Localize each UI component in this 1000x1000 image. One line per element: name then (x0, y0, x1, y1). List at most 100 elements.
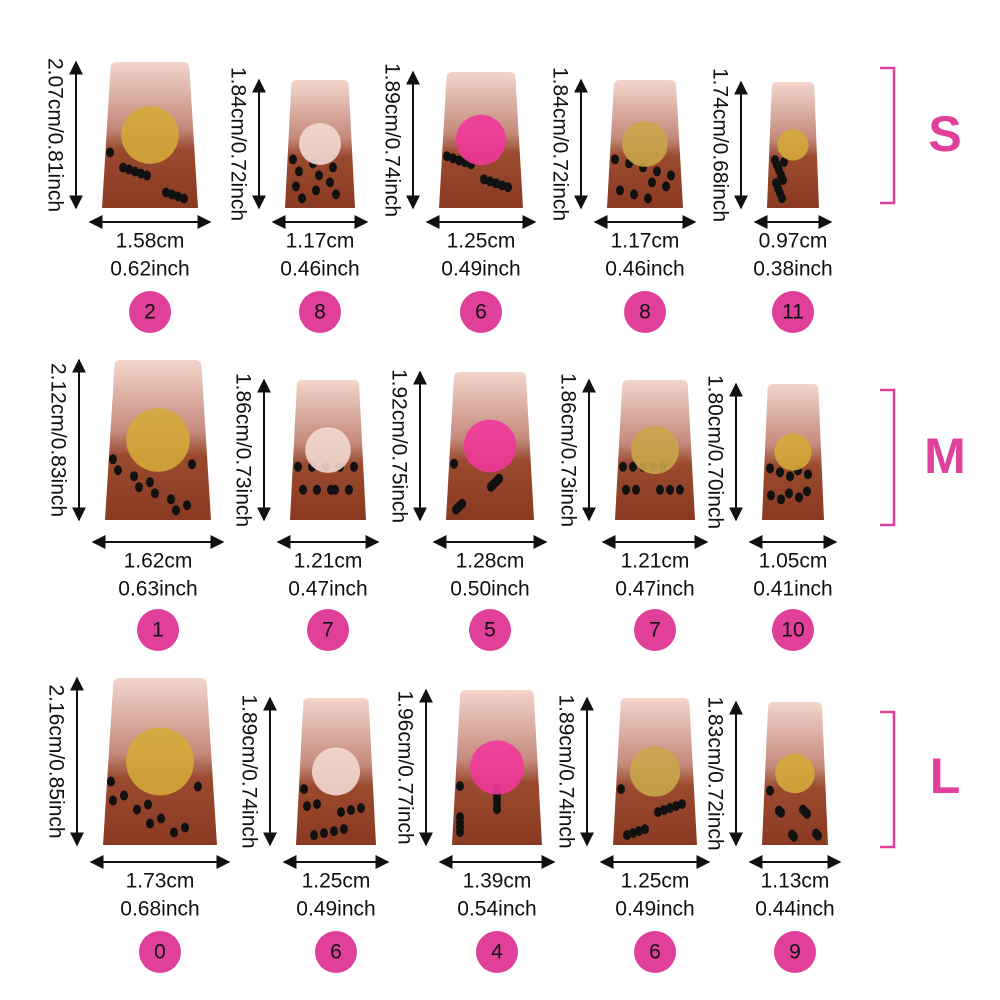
size-bracket (880, 710, 896, 849)
leopard-spot (332, 189, 340, 200)
size-bracket (880, 388, 896, 527)
leopard-spot (119, 162, 127, 173)
leopard-spot (312, 185, 320, 196)
nail-number: 9 (789, 941, 801, 964)
nail (452, 690, 542, 845)
decoration (622, 121, 668, 167)
nail-number: 6 (649, 941, 661, 964)
leopard-spot (458, 498, 466, 509)
leopard-spot (780, 157, 788, 168)
leopard-spot (137, 168, 145, 179)
leopard-spot (617, 784, 625, 795)
width-inch: 0.41inch (753, 578, 832, 601)
width-inch: 0.54inch (457, 898, 536, 921)
nail (767, 82, 819, 208)
number-badge (634, 609, 676, 651)
height-label: 1.96cm/0.77inch (393, 690, 416, 844)
height-label: 1.74cm/0.68inch (708, 68, 731, 222)
nail-number: 7 (649, 619, 661, 642)
height-label: 1.89cm/0.74inch (380, 63, 403, 217)
width-inch: 0.49inch (441, 258, 520, 281)
leopard-spot (486, 176, 494, 187)
leopard-spot (767, 490, 775, 501)
leopard-spot (656, 484, 664, 495)
leopard-spot (327, 484, 335, 495)
leopard-spot (776, 467, 784, 478)
width-cm: 1.17cm (286, 230, 355, 253)
leopard-spot (194, 781, 202, 792)
leopard-spot (144, 799, 152, 810)
leopard-spot (107, 776, 115, 787)
decoration (126, 408, 190, 472)
leopard-spot (619, 461, 627, 472)
leopard-spot (611, 154, 619, 165)
leopard-spot (616, 185, 624, 196)
leopard-spot (456, 812, 464, 823)
leopard-spot (106, 147, 114, 158)
width-cm: 1.73cm (126, 870, 195, 893)
number-badge (469, 609, 511, 651)
height-label: 1.84cm/0.72inch (226, 67, 249, 221)
nail-number: 11 (782, 301, 804, 324)
leopard-spot (666, 484, 674, 495)
height-label: 2.16cm/0.85inch (44, 684, 67, 838)
decoration (631, 426, 679, 474)
width-cm: 1.25cm (621, 870, 690, 893)
leopard-spot (143, 170, 151, 181)
decoration (121, 106, 179, 164)
height-label: 1.80cm/0.70inch (703, 375, 726, 529)
width-cm: 1.39cm (463, 870, 532, 893)
nail (102, 62, 198, 208)
leopard-spot (443, 151, 451, 162)
leopard-spot (315, 170, 323, 181)
leopard-spot (357, 803, 365, 814)
width-cm: 1.21cm (294, 550, 363, 573)
width-inch: 0.46inch (605, 258, 684, 281)
leopard-spot (347, 805, 355, 816)
nail-number: 10 (781, 619, 804, 642)
leopard-spot (133, 804, 141, 815)
leopard-spot (623, 830, 631, 841)
height-label: 1.89cm/0.74inch (554, 694, 577, 848)
height-label: 2.07cm/0.81inch (43, 58, 66, 212)
decoration (775, 753, 815, 794)
width-cm: 1.25cm (447, 230, 516, 253)
height-label: 2.12cm/0.83inch (46, 363, 69, 517)
nail (762, 384, 824, 520)
width-cm: 1.05cm (759, 550, 828, 573)
nail (296, 698, 376, 845)
leopard-spot (313, 799, 321, 810)
leopard-spot (303, 801, 311, 812)
leopard-spot (667, 170, 675, 181)
leopard-spot (135, 482, 143, 493)
leopard-spot (635, 826, 643, 837)
leopard-spot (320, 828, 328, 839)
leopard-spot (629, 828, 637, 839)
nail-number: 2 (144, 301, 156, 324)
width-inch: 0.62inch (110, 258, 189, 281)
leopard-spot (340, 824, 348, 835)
size-label: M (924, 428, 966, 484)
number-badge (315, 931, 357, 973)
number-badge (460, 291, 502, 333)
number-badge (129, 291, 171, 333)
width-cm: 1.13cm (761, 870, 830, 893)
nail (446, 372, 534, 520)
width-inch: 0.49inch (296, 898, 375, 921)
leopard-spot (109, 795, 117, 806)
leopard-spot (289, 154, 297, 165)
leopard-spot (295, 166, 303, 177)
leopard-spot (492, 178, 500, 189)
number-badge (634, 931, 676, 973)
height-label: 1.89cm/0.74inch (237, 694, 260, 848)
nail-number: 0 (154, 941, 166, 964)
leopard-spot (480, 174, 488, 185)
width-inch: 0.38inch (753, 258, 832, 281)
nail (439, 72, 523, 208)
leopard-spot (174, 191, 182, 202)
nail (762, 702, 828, 845)
width-inch: 0.44inch (755, 898, 834, 921)
width-cm: 1.17cm (611, 230, 680, 253)
leopard-spot (678, 799, 686, 810)
leopard-spot (812, 828, 820, 839)
